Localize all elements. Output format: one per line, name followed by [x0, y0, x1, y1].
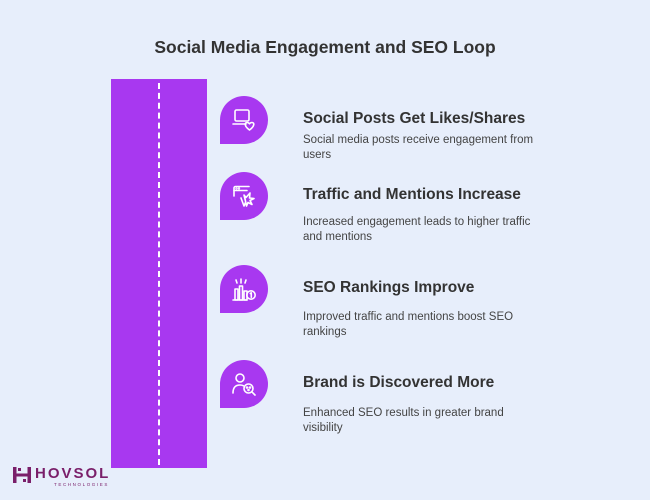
step-marker [220, 96, 268, 144]
browser-click-icon [233, 185, 255, 207]
logo-tagline: TECHNOLOGIES [54, 482, 109, 487]
step-description: Improved traffic and mentions boost SEO … [303, 311, 514, 338]
user-search-icon [232, 373, 256, 396]
step-traffic-mentions: Traffic and Mentions Increase Increased … [0, 172, 650, 252]
road-center-line [158, 83, 160, 465]
step-description: Enhanced SEO results in greater brand vi… [303, 407, 504, 434]
laptop-heart-icon [232, 109, 255, 131]
step-description: Social media posts receive engagement fr… [303, 134, 534, 161]
page-title: Social Media Engagement and SEO Loop [154, 37, 496, 57]
step-title: Social Posts Get Likes/Shares [303, 110, 526, 127]
step-brand-discovered: Brand is Discovered More Enhanced SEO re… [0, 360, 650, 440]
logo-wordmark: HOVSOL [35, 465, 111, 482]
hovsol-logo-mark-icon [13, 467, 31, 483]
step-title: Traffic and Mentions Increase [303, 186, 521, 203]
step-social-posts: Social Posts Get Likes/Shares Social med… [0, 96, 650, 176]
step-marker [220, 265, 268, 313]
step-title: SEO Rankings Improve [303, 279, 475, 296]
step-marker [220, 360, 268, 408]
step-description: Increased engagement leads to higher tra… [303, 216, 531, 243]
road-path [111, 79, 207, 468]
step-title: Brand is Discovered More [303, 374, 495, 391]
ranking-chart-icon [232, 278, 256, 301]
step-marker [220, 172, 268, 220]
step-seo-rankings: SEO Rankings Improve Improved traffic an… [0, 265, 650, 345]
